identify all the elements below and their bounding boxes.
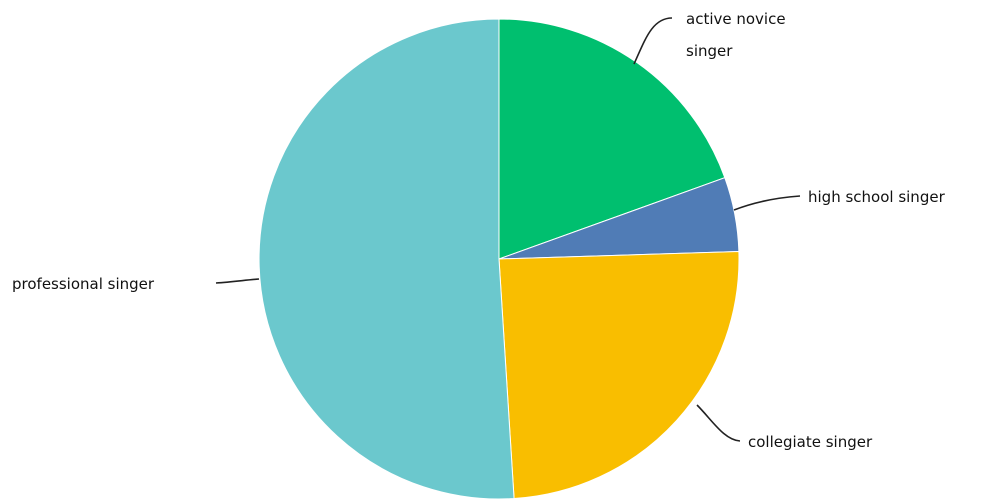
slice-label-high-school-singer: high school singer	[808, 188, 946, 206]
leader-line-professional-singer	[215, 278, 260, 284]
leader-line-high-school-singer	[733, 195, 801, 211]
leader-line-active-novice-singer	[633, 17, 673, 65]
pie-slice-collegiate-singer	[498, 250, 740, 500]
slice-label-professional-singer: professional singer	[12, 275, 155, 293]
leader-line-collegiate-singer	[696, 404, 741, 442]
pie-slice-active-novice-singer	[498, 18, 726, 260]
pie-slice-professional-singer	[258, 18, 515, 500]
slice-label-active-novice-singer: active novice singer	[686, 10, 786, 60]
slice-label-collegiate-singer: collegiate singer	[748, 433, 873, 451]
